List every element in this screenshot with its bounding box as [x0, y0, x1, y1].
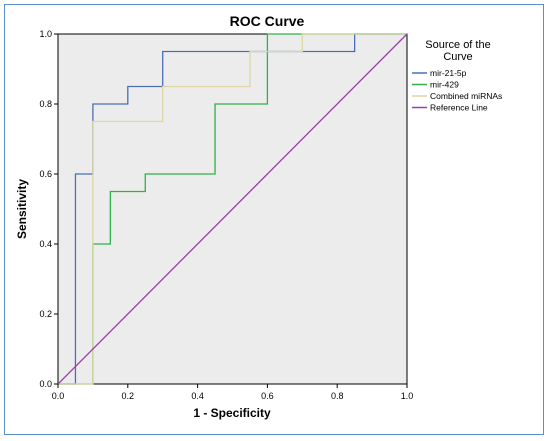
x-axis-ticks: 0.0 0.2 0.4 0.6 0.8 1.0 — [52, 384, 414, 401]
x-tick-label: 0.6 — [261, 391, 274, 401]
y-tick-label: 1.0 — [39, 29, 52, 39]
y-tick-label: 0.6 — [39, 169, 52, 179]
legend-label-mir-429: mir-429 — [430, 80, 459, 90]
y-axis-ticks: 0.0 0.2 0.4 0.6 0.8 1.0 — [39, 29, 58, 389]
legend-label-reference-line: Reference Line — [430, 103, 488, 113]
legend-title-line-2: Curve — [443, 51, 472, 63]
x-axis-label: 1 - Specificity — [193, 406, 271, 420]
y-tick-label: 0.2 — [39, 309, 52, 319]
legend: Source of the Curve mir-21-5p mir-429Comb… — [412, 39, 502, 113]
legend-label-mir-21-5p: mir-21-5p — [430, 68, 467, 78]
x-tick-label: 1.0 — [401, 391, 414, 401]
x-tick-label: 0.4 — [191, 391, 204, 401]
y-tick-label: 0.4 — [39, 239, 52, 249]
series-line-reference-line — [57, 33, 408, 385]
series-line-mir-21-5p — [58, 33, 407, 385]
y-tick-label: 0.8 — [39, 99, 52, 109]
x-tick-label: 0.8 — [331, 391, 344, 401]
legend-label-combined-mirnas: Combined miRNAs — [430, 91, 502, 101]
x-tick-label: 0.0 — [52, 391, 65, 401]
legend-title-line-1: Source of the — [425, 39, 490, 51]
y-axis-label: Sensitivity — [15, 179, 29, 239]
series-layer — [57, 33, 408, 385]
series-line-combined-mirnas — [58, 33, 407, 385]
x-tick-label: 0.2 — [122, 391, 135, 401]
y-tick-label: 0.0 — [39, 379, 52, 389]
chart-title: ROC Curve — [230, 13, 305, 29]
